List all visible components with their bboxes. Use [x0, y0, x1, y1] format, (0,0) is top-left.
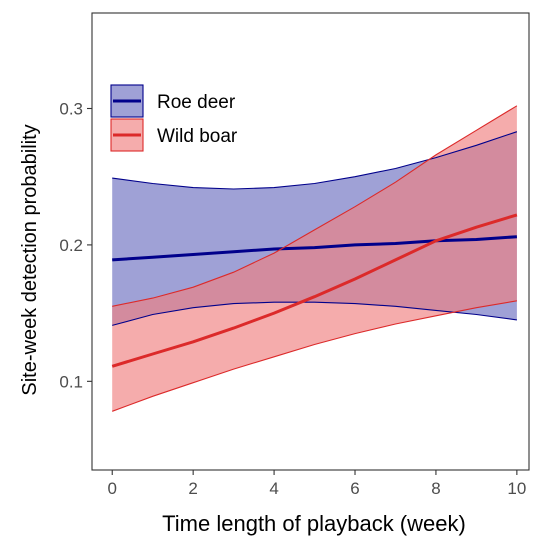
- series-lines: [111, 105, 518, 412]
- wild-boar-lower-bound: [112, 300, 517, 412]
- legend-label-roe-deer: Roe deer: [157, 92, 236, 113]
- x-tick-label: 6: [350, 479, 359, 498]
- x-axis-title: Time length of playback (week): [162, 511, 466, 536]
- roe-deer-upper-bound: [112, 131, 518, 190]
- x-tick-label: 8: [431, 479, 440, 498]
- wild-boar-fit-line: [111, 213, 518, 368]
- y-axis-title: Site-week detection probability: [19, 124, 41, 395]
- roe-deer-fit-line: [112, 235, 518, 262]
- wild-boar-upper-bound: [112, 105, 518, 307]
- x-tick-label: 4: [269, 479, 278, 498]
- y-tick-label: 0.3: [59, 99, 83, 118]
- y-tick-label: 0.1: [59, 372, 83, 391]
- x-tick-label: 0: [107, 479, 116, 498]
- x-axis: 0 2 4 6 8 10: [107, 470, 526, 498]
- legend: Roe deer Wild boar: [110, 84, 238, 152]
- y-tick-label: 0.2: [59, 236, 83, 255]
- legend-label-wild-boar: Wild boar: [157, 126, 238, 147]
- y-axis: 0.1 0.2 0.3: [59, 99, 92, 391]
- plot-panel-border: [91, 12, 530, 471]
- x-tick-label: 2: [188, 479, 197, 498]
- roe-deer-lower-bound: [112, 301, 517, 326]
- x-tick-label: 10: [507, 479, 526, 498]
